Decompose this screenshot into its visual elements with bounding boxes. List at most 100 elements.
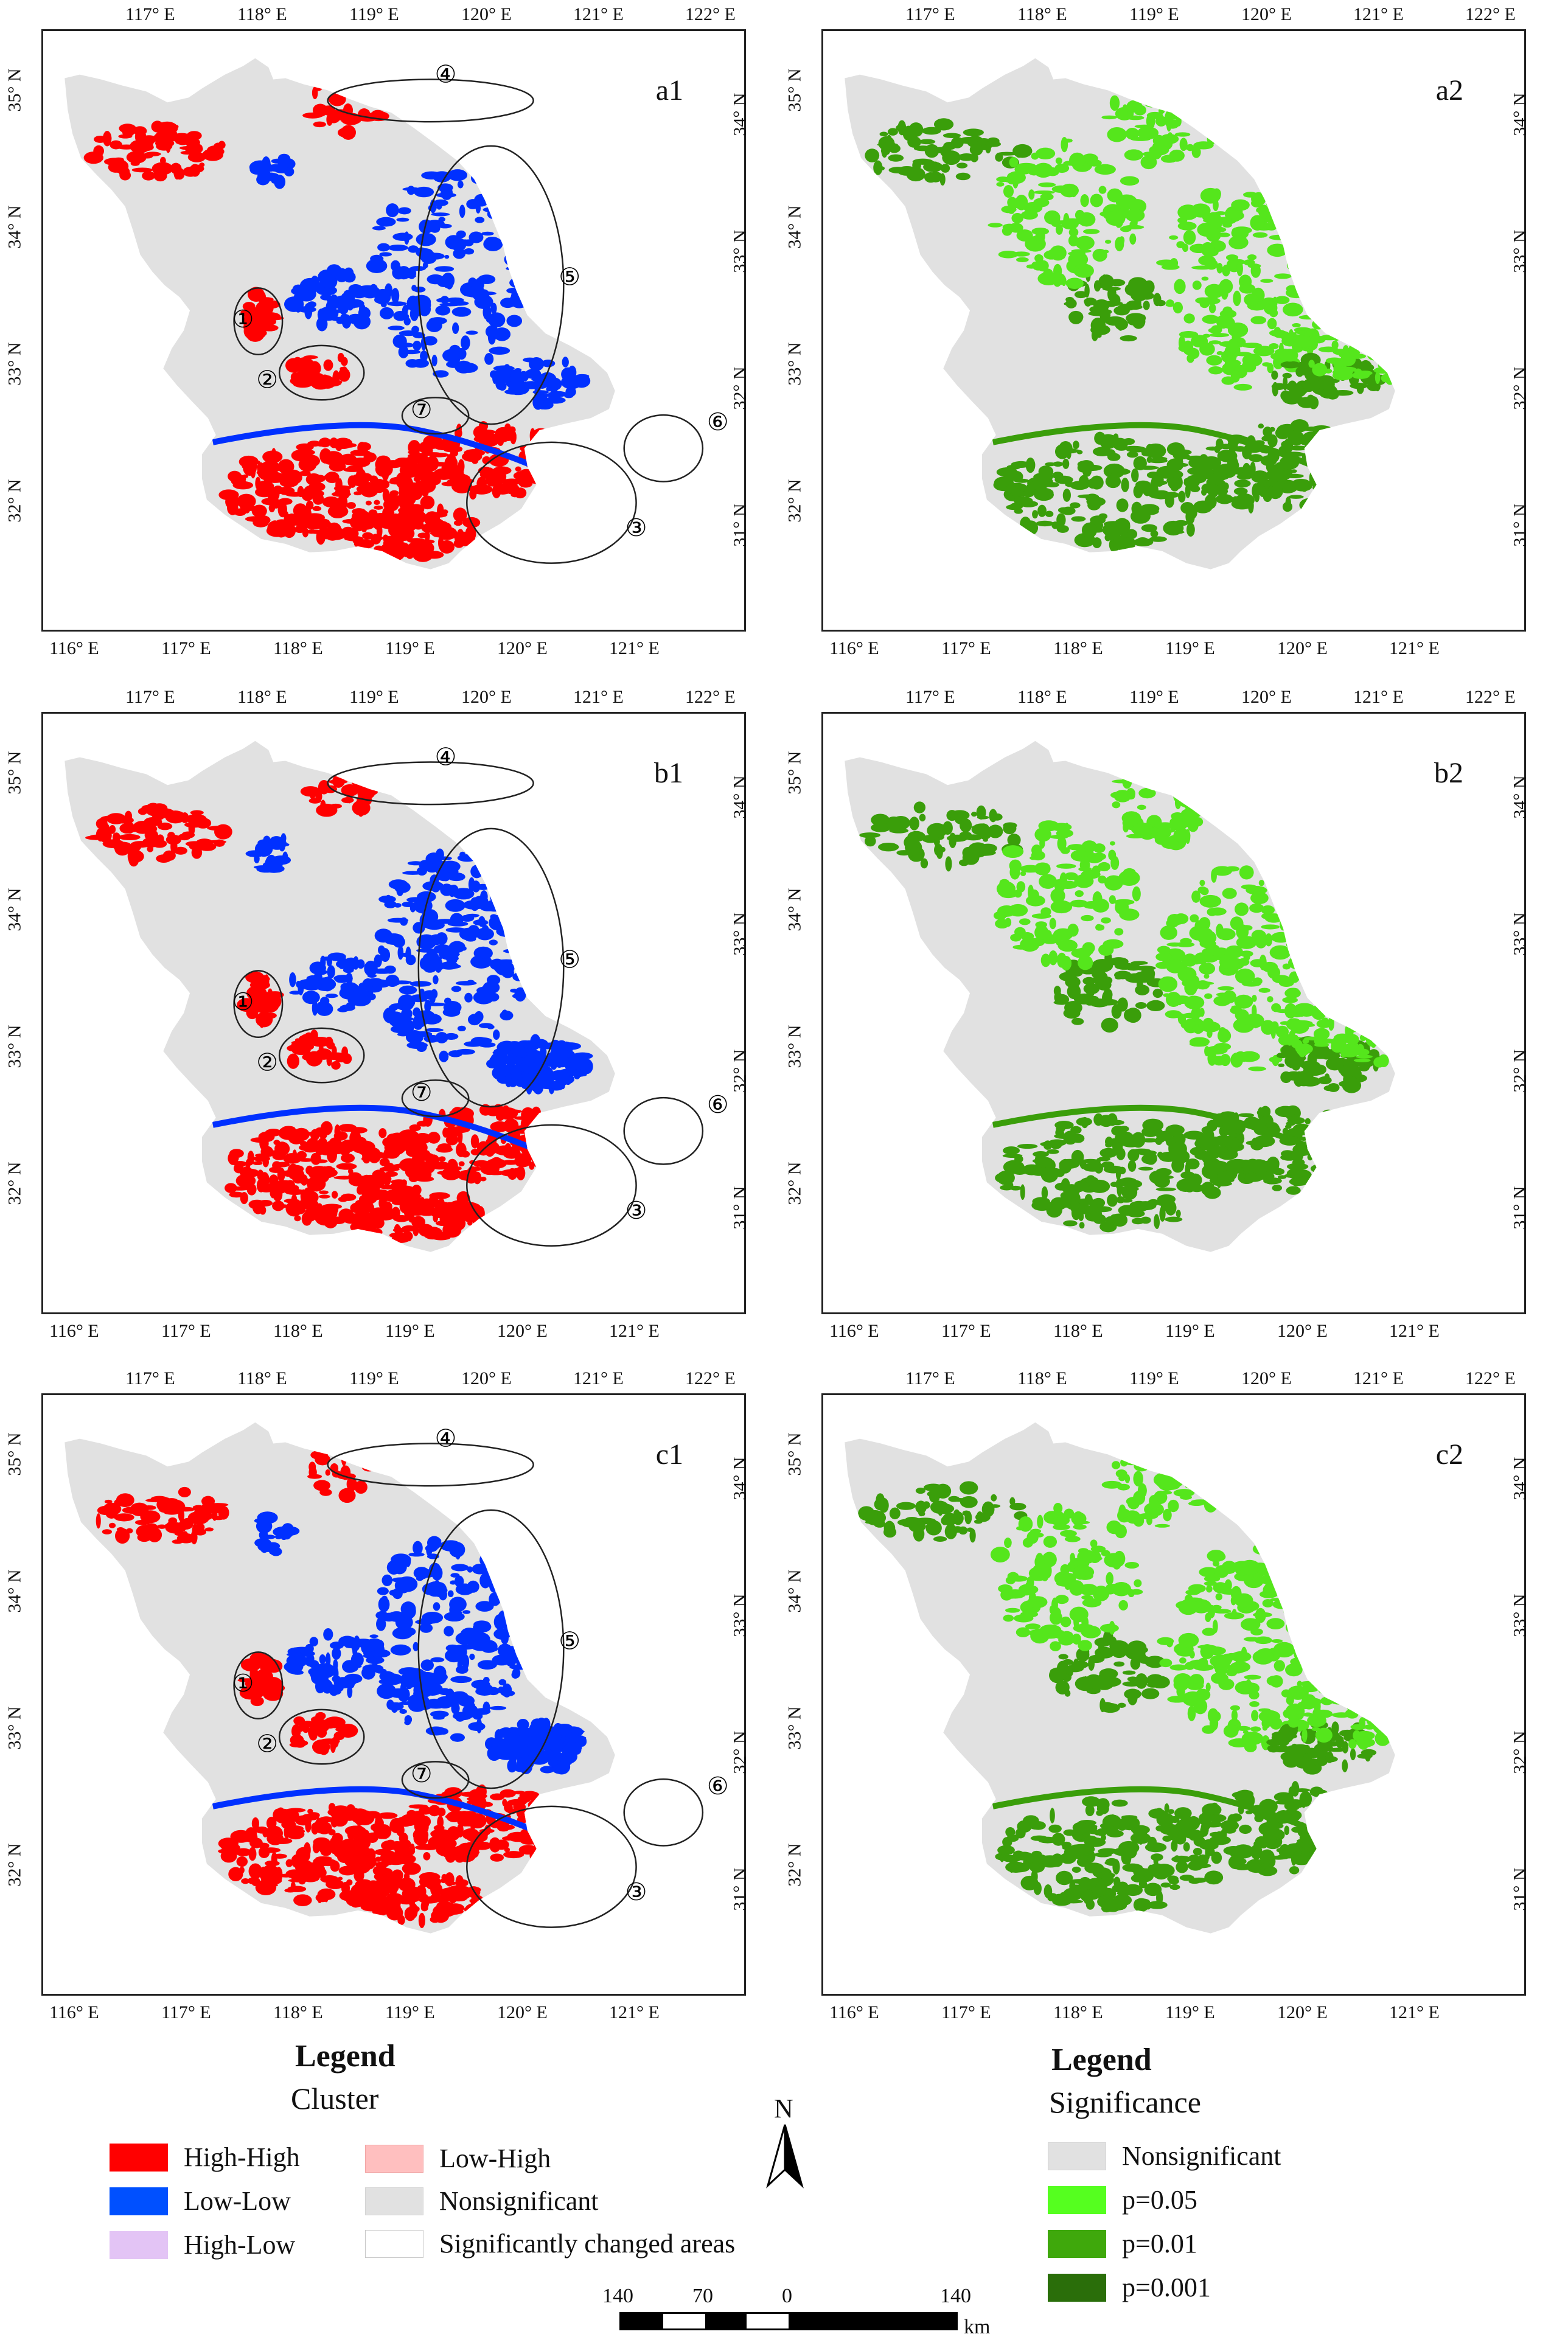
bottom-longitude-tick: 119° E	[1165, 638, 1215, 658]
scalebar-label-70: 70	[692, 2285, 713, 2307]
province-map	[845, 58, 1395, 569]
legend-item-low-high: Low-High	[365, 2143, 551, 2174]
right-latitude-tick: 31° N	[730, 503, 750, 547]
top-longitude-tick: 119° E	[1129, 1368, 1179, 1388]
left-latitude-tick: 33° N	[784, 342, 805, 386]
bottom-longitude-tick: 116° E	[829, 2002, 879, 2022]
annotation-number: ③	[625, 1197, 647, 1225]
top-longitude-tick: 117° E	[125, 1368, 175, 1388]
left-latitude-tick: 33° N	[784, 1706, 805, 1750]
top-longitude-tick: 119° E	[349, 687, 399, 707]
bottom-longitude-tick: 120° E	[1277, 2002, 1328, 2022]
right-latitude-tick: 31° N	[1510, 1867, 1530, 1911]
low-high-swatch	[365, 2144, 423, 2173]
annotation-number: ⑦	[411, 396, 433, 424]
changed-area-outline	[278, 344, 365, 401]
top-longitude-tick: 121° E	[573, 687, 624, 707]
top-longitude-tick: 121° E	[1353, 4, 1404, 24]
annotation-number: ⑦	[411, 1079, 433, 1107]
legend-label: High-Low	[184, 2230, 296, 2260]
bottom-longitude-tick: 118° E	[1053, 638, 1103, 658]
top-longitude-tick: 117° E	[125, 687, 175, 707]
legend-label: Significantly changed areas	[439, 2229, 736, 2259]
right-latitude-tick: 32° N	[1510, 1730, 1530, 1774]
p001-swatch	[1048, 2229, 1106, 2258]
top-longitude-tick: 117° E	[905, 687, 955, 707]
changed-area-outline	[466, 441, 637, 564]
left-latitude-tick: 33° N	[4, 1706, 25, 1750]
scalebar-label-0: 0	[782, 2285, 792, 2307]
top-longitude-tick: 120° E	[1241, 687, 1292, 707]
top-longitude-tick: 120° E	[461, 1368, 512, 1388]
top-longitude-tick: 122° E	[685, 687, 736, 707]
annotation-number: ②	[256, 1048, 278, 1076]
province-map	[845, 740, 1395, 1252]
bottom-longitude-tick: 119° E	[1165, 2002, 1215, 2022]
changed-area-outline	[401, 397, 470, 435]
top-longitude-tick: 119° E	[349, 4, 399, 24]
legend-item-high-low: High-Low	[110, 2229, 295, 2260]
panel-label: b1	[654, 757, 683, 789]
high-high-swatch	[110, 2143, 168, 2172]
bottom-longitude-tick: 117° E	[941, 638, 991, 658]
bottom-longitude-tick: 116° E	[49, 2002, 99, 2022]
cluster-legend-title: Legend	[295, 2039, 395, 2074]
left-latitude-tick: 35° N	[784, 68, 805, 112]
map-panel-c1: ① ② ③ ④ ⑤ ⑥ ⑦ c1 117° E 118° E 119° E 120° E 121° E 1…	[5, 1368, 750, 2022]
annotation-number: ⑥	[707, 408, 729, 436]
annotation-number: ④	[435, 60, 457, 88]
annotation-number: ①	[232, 988, 254, 1016]
changed-area-outline	[466, 1124, 637, 1247]
sig-nonsignificant-swatch	[1048, 2142, 1106, 2170]
left-latitude-tick: 35° N	[4, 751, 25, 795]
bottom-longitude-tick: 120° E	[1277, 638, 1328, 658]
changed-area-outline	[233, 970, 284, 1038]
annotation-number: ③	[625, 1878, 647, 1906]
legend-item-high-high: High-High	[110, 2142, 300, 2173]
right-latitude-tick: 32° N	[730, 366, 750, 410]
legend-item-low-low: Low-Low	[110, 2186, 291, 2217]
top-longitude-tick: 121° E	[573, 1368, 624, 1388]
bottom-longitude-tick: 117° E	[941, 1321, 991, 1341]
annotation-number: ⑤	[559, 1627, 580, 1655]
bottom-longitude-tick: 121° E	[609, 2002, 660, 2022]
changed-area-outline	[623, 414, 704, 482]
significance-legend-subtitle: Significance	[1049, 2085, 1201, 2119]
top-longitude-tick: 120° E	[461, 687, 512, 707]
significance-legend-title: Legend	[1051, 2043, 1152, 2077]
legend-label: p=0.001	[1122, 2273, 1211, 2302]
bottom-longitude-tick: 120° E	[497, 638, 548, 658]
changed-area-outline	[417, 1509, 565, 1789]
right-latitude-tick: 33° N	[730, 912, 750, 956]
left-latitude-tick: 33° N	[4, 342, 25, 386]
bottom-longitude-tick: 120° E	[497, 1321, 548, 1341]
top-longitude-tick: 119° E	[1129, 4, 1179, 24]
bottom-longitude-tick: 117° E	[161, 1321, 211, 1341]
province-map: ① ② ③ ④ ⑤ ⑥ ⑦	[64, 1422, 729, 1934]
changed-area-outline	[233, 287, 284, 355]
bottom-longitude-tick: 118° E	[273, 1321, 323, 1341]
left-latitude-tick: 34° N	[784, 205, 805, 249]
changed-area-outline	[327, 78, 534, 123]
province-map: ① ② ③ ④ ⑤ ⑥ ⑦	[64, 740, 729, 1252]
panel-label: c1	[655, 1438, 683, 1471]
left-latitude-tick: 34° N	[784, 1569, 805, 1613]
bottom-longitude-tick: 116° E	[829, 1321, 879, 1341]
changed-area-outline	[233, 1651, 284, 1719]
bottom-longitude-tick: 120° E	[497, 2002, 548, 2022]
province-map: ① ② ③ ④ ⑤ ⑥ ⑦	[64, 58, 729, 569]
right-latitude-tick: 34° N	[1510, 1457, 1530, 1500]
left-latitude-tick: 34° N	[784, 888, 805, 932]
bottom-longitude-tick: 117° E	[941, 2002, 991, 2022]
map-panel-c2: c2 117° E 118° E 119° E 120° E 121° E 122° E 11…	[785, 1368, 1530, 2022]
bottom-longitude-tick: 116° E	[49, 1321, 99, 1341]
north-arrow-label: N	[774, 2094, 793, 2123]
top-longitude-tick: 122° E	[685, 4, 736, 24]
annotation-number: ⑤	[559, 946, 580, 973]
annotation-number: ①	[232, 305, 254, 333]
legend-label: Low-High	[439, 2144, 551, 2173]
changed-area-outline	[623, 1096, 704, 1165]
right-latitude-tick: 32° N	[1510, 366, 1530, 410]
legend-label: High-High	[184, 2142, 300, 2172]
top-longitude-tick: 121° E	[1353, 687, 1404, 707]
